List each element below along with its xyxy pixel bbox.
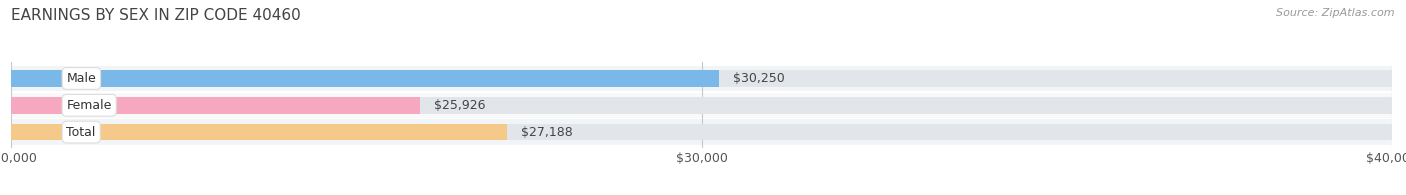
Text: $30,250: $30,250 — [733, 72, 785, 85]
Text: Total: Total — [66, 126, 96, 139]
Bar — [11, 97, 1392, 114]
Text: $27,188: $27,188 — [522, 126, 574, 139]
Bar — [11, 70, 1392, 87]
Text: Source: ZipAtlas.com: Source: ZipAtlas.com — [1277, 8, 1395, 18]
Bar — [11, 124, 1392, 140]
Bar — [11, 93, 1392, 118]
Bar — [11, 97, 420, 114]
Bar — [11, 119, 1392, 145]
Bar — [11, 70, 718, 87]
Text: EARNINGS BY SEX IN ZIP CODE 40460: EARNINGS BY SEX IN ZIP CODE 40460 — [11, 8, 301, 23]
Text: Female: Female — [66, 99, 112, 112]
Bar — [11, 66, 1392, 91]
Text: $25,926: $25,926 — [434, 99, 485, 112]
Bar — [11, 124, 508, 140]
Text: Male: Male — [66, 72, 96, 85]
